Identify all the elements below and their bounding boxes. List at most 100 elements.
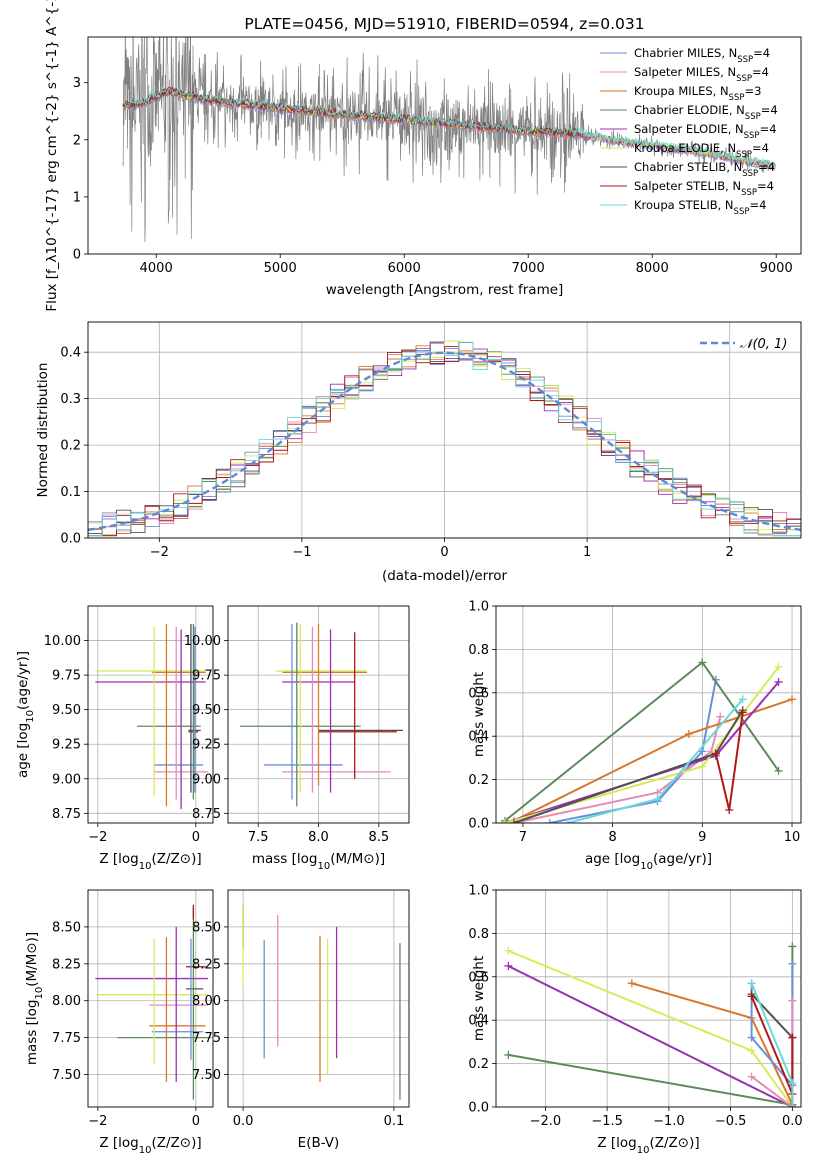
y-tick-label: 9.50 (52, 703, 81, 718)
y-tick-label: 2 (73, 133, 81, 148)
y-tick-label: 0.4 (468, 1014, 489, 1029)
legend-entry-sub: SSP (741, 188, 757, 198)
plus-marker (698, 747, 707, 756)
legend-entry-text: Kroupa STELIB, N (634, 198, 734, 212)
plus-marker (747, 992, 756, 1001)
x-tick-label: 6000 (388, 261, 421, 276)
x-axis-label-pre: Z [log (597, 1135, 636, 1151)
plus-marker (738, 695, 747, 704)
x-axis-label: mass [log10(M/M⊙)] (252, 851, 385, 872)
x-tick-label: 0 (192, 830, 200, 845)
series-line (508, 946, 794, 1106)
y-tick-label: 8.00 (192, 994, 221, 1009)
x-tick-label: 1 (583, 545, 591, 560)
series-line (507, 949, 794, 1107)
histogram-group (88, 340, 801, 538)
x-tick-label: −1.5 (591, 1114, 623, 1129)
errorbar-group (242, 904, 401, 1100)
legend-entry-text: Salpeter STELIB, N (634, 179, 741, 193)
gaussian-curve (88, 351, 801, 532)
x-tick-label: −1 (292, 545, 311, 560)
x-tick-label: 5000 (264, 261, 297, 276)
axes-mass-weight-vs-z: −2.0 −1.5 −1.0 −0.5 0.0 0.0 0.2 0.4 0.6 0.8 1.0 Z [… (468, 884, 802, 1156)
x-axis-label: Z [log10(Z/Z⊙)] (99, 851, 201, 872)
x-tick-label: 2 (726, 545, 734, 560)
x-axis-label-post: (Z/Z⊙)] (649, 1135, 699, 1151)
plus-marker (627, 979, 636, 988)
legend-entry-tail: =4 (752, 141, 769, 155)
x-axis-label: E(B-V) (298, 1135, 340, 1151)
axes-spectrum: 4000 5000 6000 7000 8000 9000 0 1 2 3 PLATE=0456, … (44, 0, 802, 312)
legend-entry-sub: SSP (736, 74, 752, 84)
y-tick-label: 9.50 (192, 703, 221, 718)
x-tick-label: 8.0 (308, 830, 329, 845)
axes-frame (87, 889, 214, 1108)
plus-marker (788, 942, 797, 951)
legend-entry: 𝒩(0, 1) (740, 337, 787, 352)
plus-marker (747, 1033, 756, 1042)
y-tick-label: 0.1 (60, 485, 81, 500)
y-tick-label: 1.0 (468, 884, 489, 899)
plus-marker (698, 658, 707, 667)
y-tick-label: 8.50 (52, 920, 81, 935)
y-tick-label: 0.3 (60, 392, 81, 407)
x-axis-label-sub: 10 (640, 861, 653, 872)
y-tick-label: 3 (73, 76, 81, 91)
legend-entry-sub: SSP (737, 55, 753, 65)
legend-entry-tail: =4 (749, 198, 766, 212)
plus-marker (509, 819, 518, 823)
series-line (504, 660, 780, 822)
legend-entry: Chabrier STELIB, NSSP=4 (634, 160, 775, 179)
plus-marker (788, 959, 797, 968)
legend-entry-tail: =4 (761, 103, 778, 117)
legend-entry: Salpeter ELODIE, NSSP=4 (634, 122, 777, 141)
y-tick-label: 9.00 (52, 772, 81, 787)
x-tick-label: 0 (440, 545, 448, 560)
x-tick-label: −2 (88, 1114, 107, 1129)
legend-entry-tail: =4 (753, 46, 770, 60)
legend-entry-sub: SSP (742, 169, 758, 179)
y-tick-label: 8.50 (192, 920, 221, 935)
plus-marker (500, 819, 509, 823)
x-axis-label: (data-model)/error (382, 568, 508, 584)
legend-entry-tail: =4 (760, 122, 777, 136)
series-line (507, 965, 793, 1107)
y-tick-label: 9.75 (52, 669, 81, 684)
plus-marker (504, 946, 513, 955)
plus-marker (747, 1046, 756, 1055)
y-tick-label: 8.75 (52, 807, 81, 822)
x-axis-label-post: (Z/Z⊙)] (151, 1135, 201, 1151)
plus-marker (788, 695, 797, 704)
spectrum-model-line (122, 86, 776, 168)
plus-marker (698, 762, 707, 771)
errorbar-group (95, 904, 211, 1100)
x-tick-label: −1.0 (653, 1114, 685, 1129)
y-axis-label-post: (age/yr)] (15, 651, 31, 710)
legend-entry: Kroupa STELIB, NSSP=4 (634, 198, 766, 217)
y-tick-label: 0.4 (60, 346, 81, 361)
axes-residuals: −2 −1 0 1 2 0.0 0.1 0.2 0.3 0.4 𝒩(0, 1) (data-model… (35, 321, 802, 584)
y-tick-label: 0.0 (60, 532, 81, 547)
y-tick-label: 7.50 (192, 1068, 221, 1083)
x-tick-label: 4000 (140, 261, 173, 276)
y-tick-label: 0.6 (468, 970, 489, 985)
plus-marker (653, 795, 662, 804)
plus-marker (788, 1033, 797, 1042)
x-axis-label: Z [log10(Z/Z⊙)] (597, 1135, 699, 1156)
errorbar-group (240, 622, 403, 807)
x-tick-label: 7.5 (248, 830, 269, 845)
y-axis-label-pre: mass [log (24, 1000, 40, 1066)
x-axis-label-post: (age/yr)] (653, 851, 712, 867)
y-tick-label: 8.75 (192, 807, 221, 822)
legend-entry-sub: SSP (744, 131, 760, 141)
axes-frame (495, 889, 802, 1108)
y-tick-label: 0.2 (60, 439, 81, 454)
x-tick-label: 0 (192, 1114, 200, 1129)
x-axis-label: wavelength [Angstrom, rest frame] (326, 282, 564, 298)
plus-marker (774, 766, 783, 775)
x-tick-label: −0.5 (715, 1114, 747, 1129)
y-tick-label: 0 (73, 248, 81, 263)
axes-frame (87, 36, 802, 255)
